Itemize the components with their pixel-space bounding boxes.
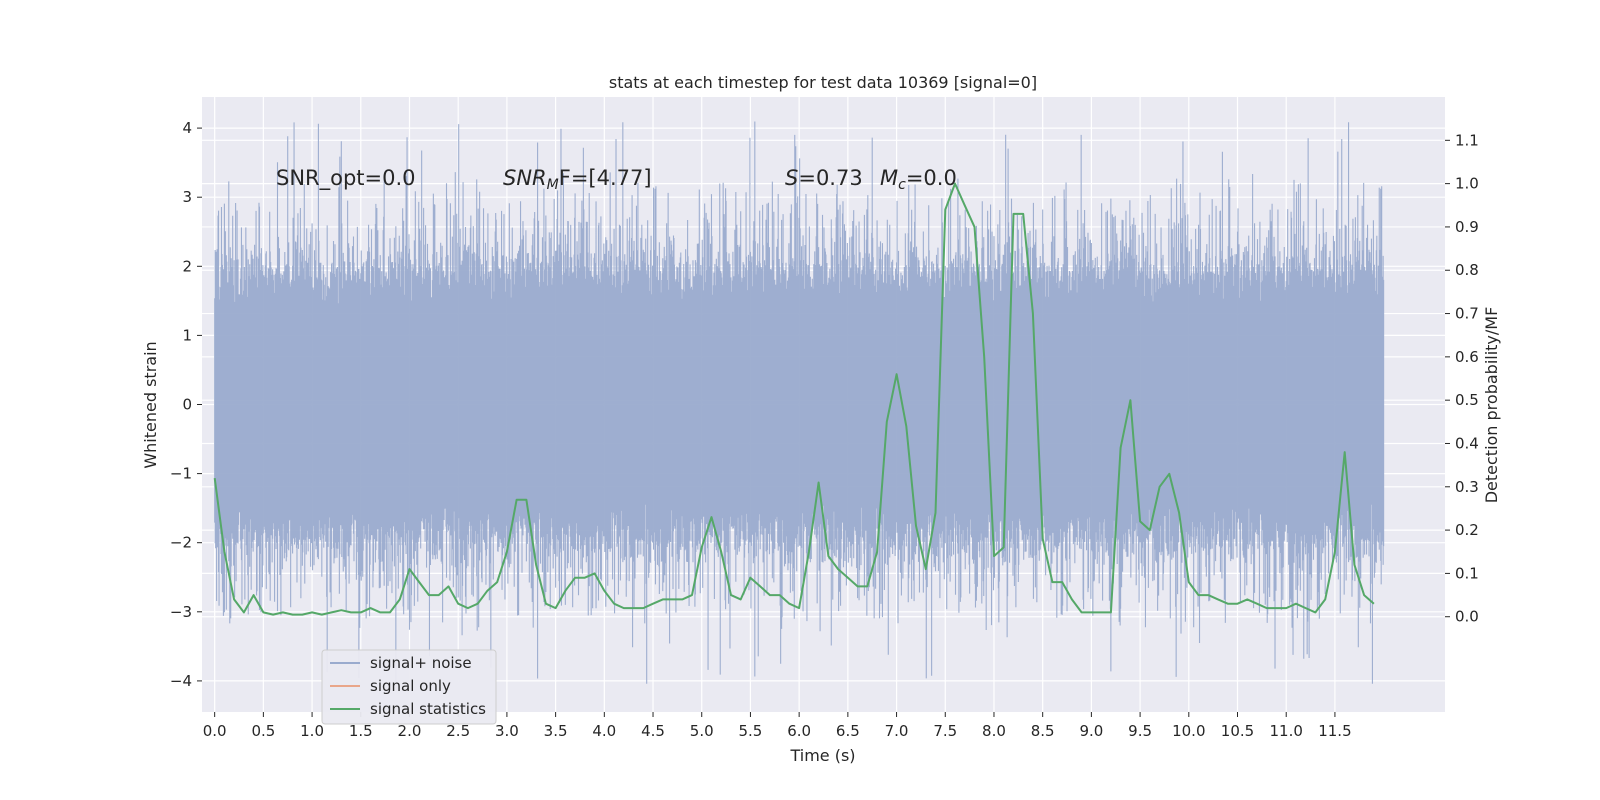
s-name: S	[785, 166, 798, 190]
y-right-tick-label: 0.7	[1455, 305, 1479, 323]
y-left-tick-label: −3	[170, 603, 192, 621]
y-right-tick-label: 0.2	[1455, 521, 1479, 539]
x-tick-label: 0.0	[203, 722, 227, 740]
x-tick-label: 8.0	[982, 722, 1006, 740]
y-right-tick-label: 0.8	[1455, 261, 1479, 279]
x-tick-label: 0.5	[251, 722, 275, 740]
annotation-snr-opt: SNR_opt=0.0	[276, 166, 416, 191]
y-right-tick-label: 1.1	[1455, 131, 1479, 149]
x-tick-label: 2.0	[398, 722, 422, 740]
x-tick-label: 5.5	[739, 722, 763, 740]
y-left-tick-label: 4	[182, 119, 192, 137]
statistics-series	[213, 182, 1375, 616]
x-tick-label: 7.0	[885, 722, 909, 740]
legend-label-noise: signal+ noise	[370, 654, 472, 672]
y-axis-right-title: Detection probability/MF	[1482, 307, 1501, 504]
s-rest: =0.73	[798, 166, 862, 190]
legend-label-signal: signal only	[370, 677, 451, 695]
snr-mf-rest: F=[4.77]	[559, 166, 652, 190]
y-left-tick-label: −4	[170, 672, 192, 690]
snr-mf-name: SNR	[503, 166, 547, 190]
y-right-tick-label: 0.0	[1455, 608, 1479, 626]
statistics-line	[213, 182, 1375, 616]
x-tick-label: 4.0	[592, 722, 616, 740]
x-tick-label: 6.0	[787, 722, 811, 740]
annotation-s: S=0.73	[785, 166, 863, 190]
x-tick-label: 11.5	[1318, 722, 1351, 740]
x-tick-label: 11.0	[1270, 722, 1303, 740]
snr-mf-sub: M	[547, 177, 559, 193]
mc-sub: c	[898, 177, 906, 193]
legend-label-statistics: signal statistics	[370, 700, 486, 718]
x-tick-label: 10.0	[1172, 722, 1205, 740]
x-tick-label: 9.5	[1128, 722, 1152, 740]
y-axis-left-title: Whitened strain	[141, 341, 160, 468]
y-left-tick-label: −1	[170, 465, 192, 483]
x-tick-label: 9.0	[1079, 722, 1103, 740]
y-left-tick-label: −2	[170, 534, 192, 552]
x-tick-label: 10.5	[1221, 722, 1254, 740]
y-right-tick-label: 0.9	[1455, 218, 1479, 236]
mc-rest: =0.0	[906, 166, 957, 190]
noise-series	[214, 121, 1385, 684]
y-right-tick-label: 1.0	[1455, 175, 1479, 193]
x-tick-label: 8.5	[1031, 722, 1055, 740]
y-right-tick-label: 0.4	[1455, 434, 1479, 452]
x-tick-label: 3.0	[495, 722, 519, 740]
x-tick-label: 1.0	[300, 722, 324, 740]
chart-title: stats at each timestep for test data 103…	[609, 73, 1037, 92]
x-tick-label: 7.5	[933, 722, 957, 740]
legend-box	[321, 649, 497, 725]
tick-layer: 0.0 0.5 1.0 1.5 2.0 2.5 3.0 3.5 4.0 4.5 5.0 5.5 6.0 6…	[170, 119, 1479, 740]
y-left-tick-label: 2	[182, 257, 192, 275]
y-right-tick-label: 0.5	[1455, 391, 1479, 409]
legend: signal+ noise signal only signal statist…	[321, 649, 497, 725]
x-tick-label: 1.5	[349, 722, 373, 740]
annotation-snr-mf: SNRMF=[4.77]	[503, 166, 652, 193]
noise-trace	[214, 121, 1385, 684]
y-left-tick-label: 0	[182, 396, 192, 414]
y-left-tick-label: 3	[182, 188, 192, 206]
x-tick-label: 2.5	[446, 722, 470, 740]
y-right-tick-label: 0.3	[1455, 478, 1479, 496]
x-tick-label: 6.5	[836, 722, 860, 740]
x-tick-label: 4.5	[641, 722, 665, 740]
mc-name: M	[880, 166, 898, 190]
annotation-mc: Mc=0.0	[880, 166, 957, 193]
y-right-tick-label: 0.6	[1455, 348, 1479, 366]
y-right-tick-label: 0.1	[1455, 564, 1479, 582]
y-left-tick-label: 1	[182, 326, 192, 344]
x-tick-label: 3.5	[544, 722, 568, 740]
x-tick-label: 5.0	[690, 722, 714, 740]
x-axis-title: Time (s)	[789, 746, 855, 765]
